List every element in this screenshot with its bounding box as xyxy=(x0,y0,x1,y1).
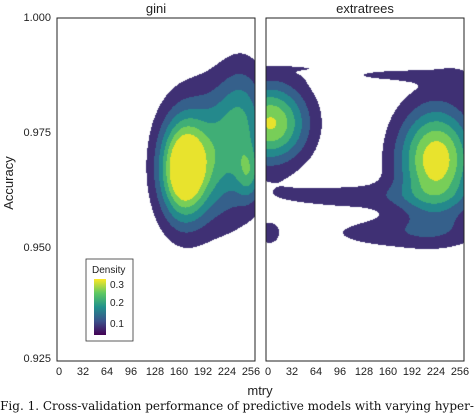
y-axis: 0.925 0.950 0.975 1.000 xyxy=(23,12,51,365)
panel-border xyxy=(56,17,256,362)
x-tick-label: 192 xyxy=(403,366,421,378)
legend-tick-label: 0.2 xyxy=(110,298,124,309)
x-tick-label: 224 xyxy=(218,366,236,378)
x-tick-label: 256 xyxy=(451,366,469,378)
x-tick-label: 128 xyxy=(355,366,373,378)
x-axis-label: mtry xyxy=(247,383,273,398)
y-tick-label: 0.925 xyxy=(23,353,51,365)
x-tick-label: 224 xyxy=(427,366,445,378)
x-tick-label: 160 xyxy=(379,366,397,378)
legend-tick-label: 0.1 xyxy=(110,319,124,330)
x-tick-label: 96 xyxy=(334,366,346,378)
x-tick-label: 192 xyxy=(194,366,212,378)
legend-box xyxy=(85,258,134,342)
x-tick-label: 32 xyxy=(77,366,89,378)
x-tick-label: 32 xyxy=(286,366,298,378)
x-tick-label: 160 xyxy=(170,366,188,378)
x-axis: 0 32 64 96 128 160 192 224 256 xyxy=(265,366,469,378)
x-tick-label: 64 xyxy=(310,366,322,378)
y-tick-label: 0.975 xyxy=(23,127,51,139)
x-axis: 0 32 64 96 128 160 192 224 256 xyxy=(56,366,260,378)
legend-tick-label: 0.3 xyxy=(110,280,124,291)
panel-extratrees: extratrees 0 32 64 96 128 160 192 224 25… xyxy=(265,1,469,378)
y-tick-label: 1.000 xyxy=(23,12,51,24)
y-axis-label: Accuracy xyxy=(1,156,16,210)
legend-colorbar xyxy=(94,279,106,335)
legend-title: Density xyxy=(92,265,125,276)
x-tick-label: 96 xyxy=(125,366,137,378)
density-contours xyxy=(266,18,464,361)
figure-caption: Fig. 1. Cross-validation performance of … xyxy=(0,399,474,413)
x-tick-label: 64 xyxy=(101,366,113,378)
x-tick-label: 128 xyxy=(146,366,164,378)
x-tick-label: 0 xyxy=(56,366,62,378)
y-tick-label: 0.950 xyxy=(23,242,51,254)
panel-title: gini xyxy=(146,1,166,16)
panel-border xyxy=(265,17,465,362)
x-tick-label: 0 xyxy=(265,366,271,378)
panel-title: extratrees xyxy=(336,1,394,16)
x-tick-label: 256 xyxy=(242,366,260,378)
legend: Density 0.3 0.2 0.1 xyxy=(85,258,134,342)
